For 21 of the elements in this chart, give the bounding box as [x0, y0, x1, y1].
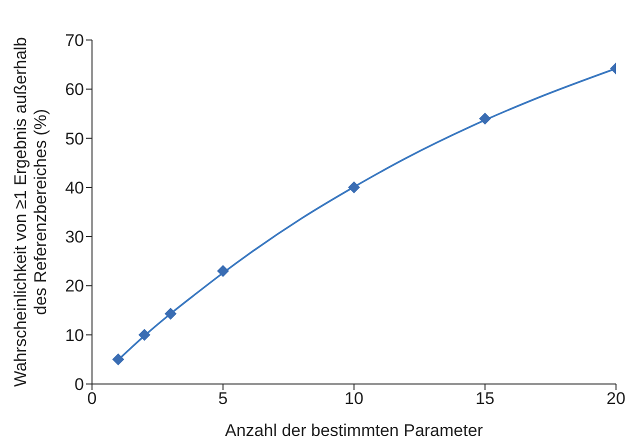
x-tick-label: 5 — [218, 389, 228, 408]
x-tick-label: 10 — [344, 389, 364, 408]
y-tick-label: 60 — [65, 80, 84, 100]
x-axis-title: Anzahl der bestimmten Parameter — [225, 421, 484, 440]
point — [217, 264, 229, 277]
y-axis-title: Wahrscheinlichkeit von ≥1 Ergebnis außerhalb des Referenzbereiches (%) — [11, 37, 50, 387]
point — [479, 112, 491, 125]
point — [138, 328, 150, 341]
y-tick-label: 70 — [65, 31, 84, 50]
y-tick-label: 20 — [65, 276, 84, 296]
y-tick-label: 50 — [65, 129, 84, 148]
y-tick-label: 10 — [65, 326, 84, 345]
x-tick-label: 0 — [87, 389, 97, 408]
y-tick-label: 40 — [65, 178, 84, 198]
point — [164, 308, 177, 320]
y-tick-label: 30 — [65, 228, 84, 247]
y-tick-label: 0 — [74, 375, 84, 394]
point — [112, 353, 124, 366]
point — [348, 181, 360, 194]
x-tick-label: 20 — [606, 389, 626, 408]
x-tick-label: 15 — [476, 389, 494, 408]
